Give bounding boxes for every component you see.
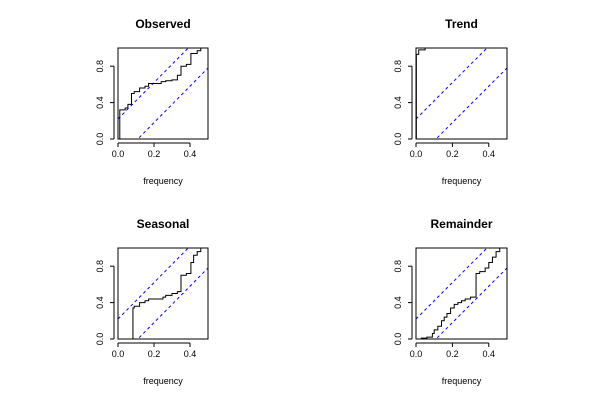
cumulative-periodogram-line	[416, 48, 507, 139]
band-line-upper	[416, 48, 488, 120]
panel-title: Seasonal	[137, 217, 190, 231]
y-tick-label: 0.4	[95, 96, 105, 109]
y-tick-label: 0.0	[393, 133, 403, 146]
cumulative-periodogram-line	[416, 248, 507, 339]
x-tick-label: 0.2	[148, 149, 161, 159]
panel-title: Trend	[445, 17, 478, 31]
x-tick-label: 0.0	[112, 349, 125, 359]
x-tick-label: 0.2	[446, 349, 459, 359]
panel-trend: 0.0 0.2 0.4 0.0 0.4 0.8 Trend frequency	[393, 17, 508, 186]
band-line-upper	[118, 248, 189, 320]
y-tick-label: 0.8	[95, 260, 105, 273]
x-tick-label: 0.4	[184, 149, 197, 159]
x-tick-label: 0.2	[148, 349, 161, 359]
x-tick-label: 0.0	[410, 149, 423, 159]
x-axis-label: frequency	[442, 176, 482, 186]
panel-observed: 0.0 0.2 0.4 0.0 0.4 0.8 Observed frequency	[95, 17, 209, 186]
y-tick-label: 0.0	[95, 133, 105, 146]
x-tick-label: 0.2	[446, 149, 459, 159]
x-axis-label: frequency	[143, 176, 183, 186]
band-line-lower	[435, 267, 507, 339]
cumulative-periodogram-line	[118, 48, 208, 139]
y-tick-label: 0.4	[95, 296, 105, 309]
x-tick-label: 0.4	[483, 149, 496, 159]
band-line-lower	[137, 267, 208, 339]
band-line-upper	[416, 248, 488, 320]
cumulative-periodogram-line	[118, 248, 208, 339]
x-tick-label: 0.0	[112, 149, 125, 159]
y-tick-label: 0.0	[95, 333, 105, 346]
plot-frame	[117, 47, 209, 140]
x-tick-label: 0.0	[410, 349, 423, 359]
panel-remainder: 0.0 0.2 0.4 0.0 0.4 0.8 Remainder frequency	[393, 217, 508, 386]
x-axis-label: frequency	[442, 376, 482, 386]
band-line-upper	[118, 48, 189, 120]
y-tick-label: 0.8	[393, 60, 403, 73]
y-tick-label: 0.8	[393, 260, 403, 273]
x-tick-label: 0.4	[483, 349, 496, 359]
plot-frame	[415, 247, 508, 340]
y-tick-label: 0.8	[95, 60, 105, 73]
y-tick-label: 0.4	[393, 296, 403, 309]
y-tick-label: 0.0	[393, 333, 403, 346]
x-tick-label: 0.4	[184, 349, 197, 359]
plot-frame	[415, 47, 508, 140]
panel-title: Remainder	[430, 217, 492, 231]
x-axis-label: frequency	[143, 376, 183, 386]
panel-seasonal: 0.0 0.2 0.4 0.0 0.4 0.8 Seasonal frequency	[95, 217, 209, 386]
band-line-lower	[435, 67, 507, 139]
panel-title: Observed	[135, 17, 190, 31]
y-tick-label: 0.4	[393, 96, 403, 109]
plot-frame	[117, 247, 209, 340]
